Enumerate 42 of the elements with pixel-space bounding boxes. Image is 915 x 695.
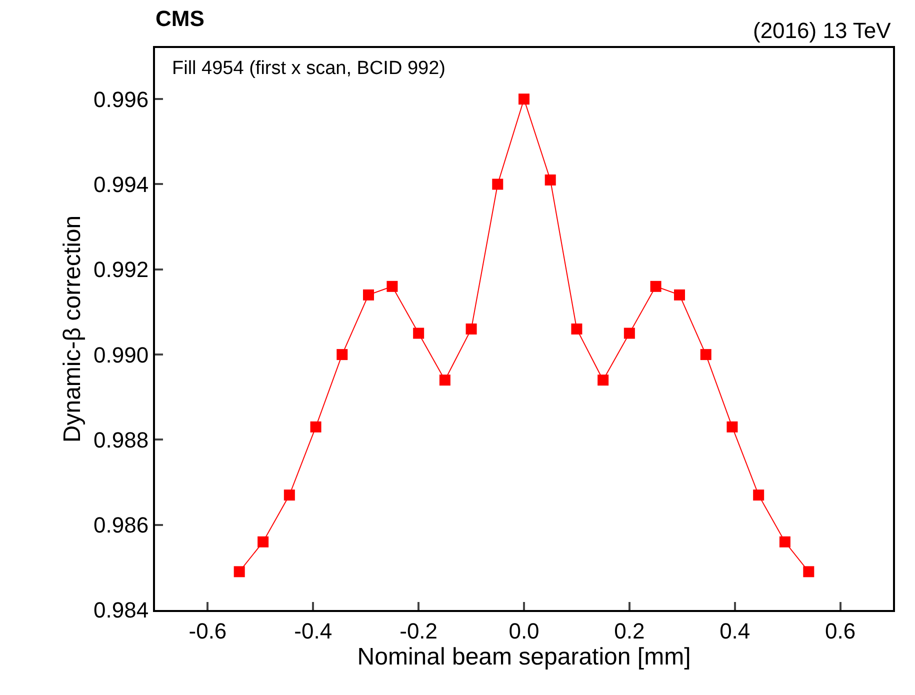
point [700,349,712,360]
point [624,328,635,339]
point [466,324,477,334]
x-tick-label: -0.4 [294,618,332,644]
point [413,328,424,339]
point [753,490,764,501]
point [598,374,609,386]
x-axis-title: Nominal beam separation [mm] [357,643,691,670]
point [310,421,322,432]
point [779,536,790,548]
point [650,280,662,292]
x-tick-label: 0.2 [614,618,645,644]
point [571,324,582,334]
point [336,349,348,360]
y-tick-label: 0.996 [94,86,149,112]
point [674,289,686,300]
y-tick-label: 0.984 [94,598,149,623]
point [258,536,269,548]
point [726,421,738,432]
y-tick-label: 0.994 [94,172,149,197]
x-tick-label: 0.4 [720,618,750,644]
point [544,174,556,186]
x-tick-label: -0.2 [400,618,438,644]
point [234,566,245,578]
point [518,94,530,105]
point [492,178,504,190]
annotation: Fill 4954 (first x scan, BCID 992) [172,58,446,79]
y-tick-label: 0.988 [94,427,149,452]
y-tick-label: 0.992 [94,257,149,282]
x-tick-label: 0.6 [824,618,856,644]
point [386,280,398,292]
y-tick-label: 0.990 [94,342,149,368]
x-tick-label: 0.0 [508,618,540,644]
point [362,289,374,300]
chart-title: CMS [156,6,204,31]
text: (2016) 13 TeV [753,18,892,43]
x-tick-label: -0.6 [188,618,227,644]
point [803,566,814,578]
y-axis-title: Dynamic-β correction [59,215,86,443]
point [284,490,295,501]
y-tick-label: 0.986 [94,512,149,538]
point [439,374,450,386]
